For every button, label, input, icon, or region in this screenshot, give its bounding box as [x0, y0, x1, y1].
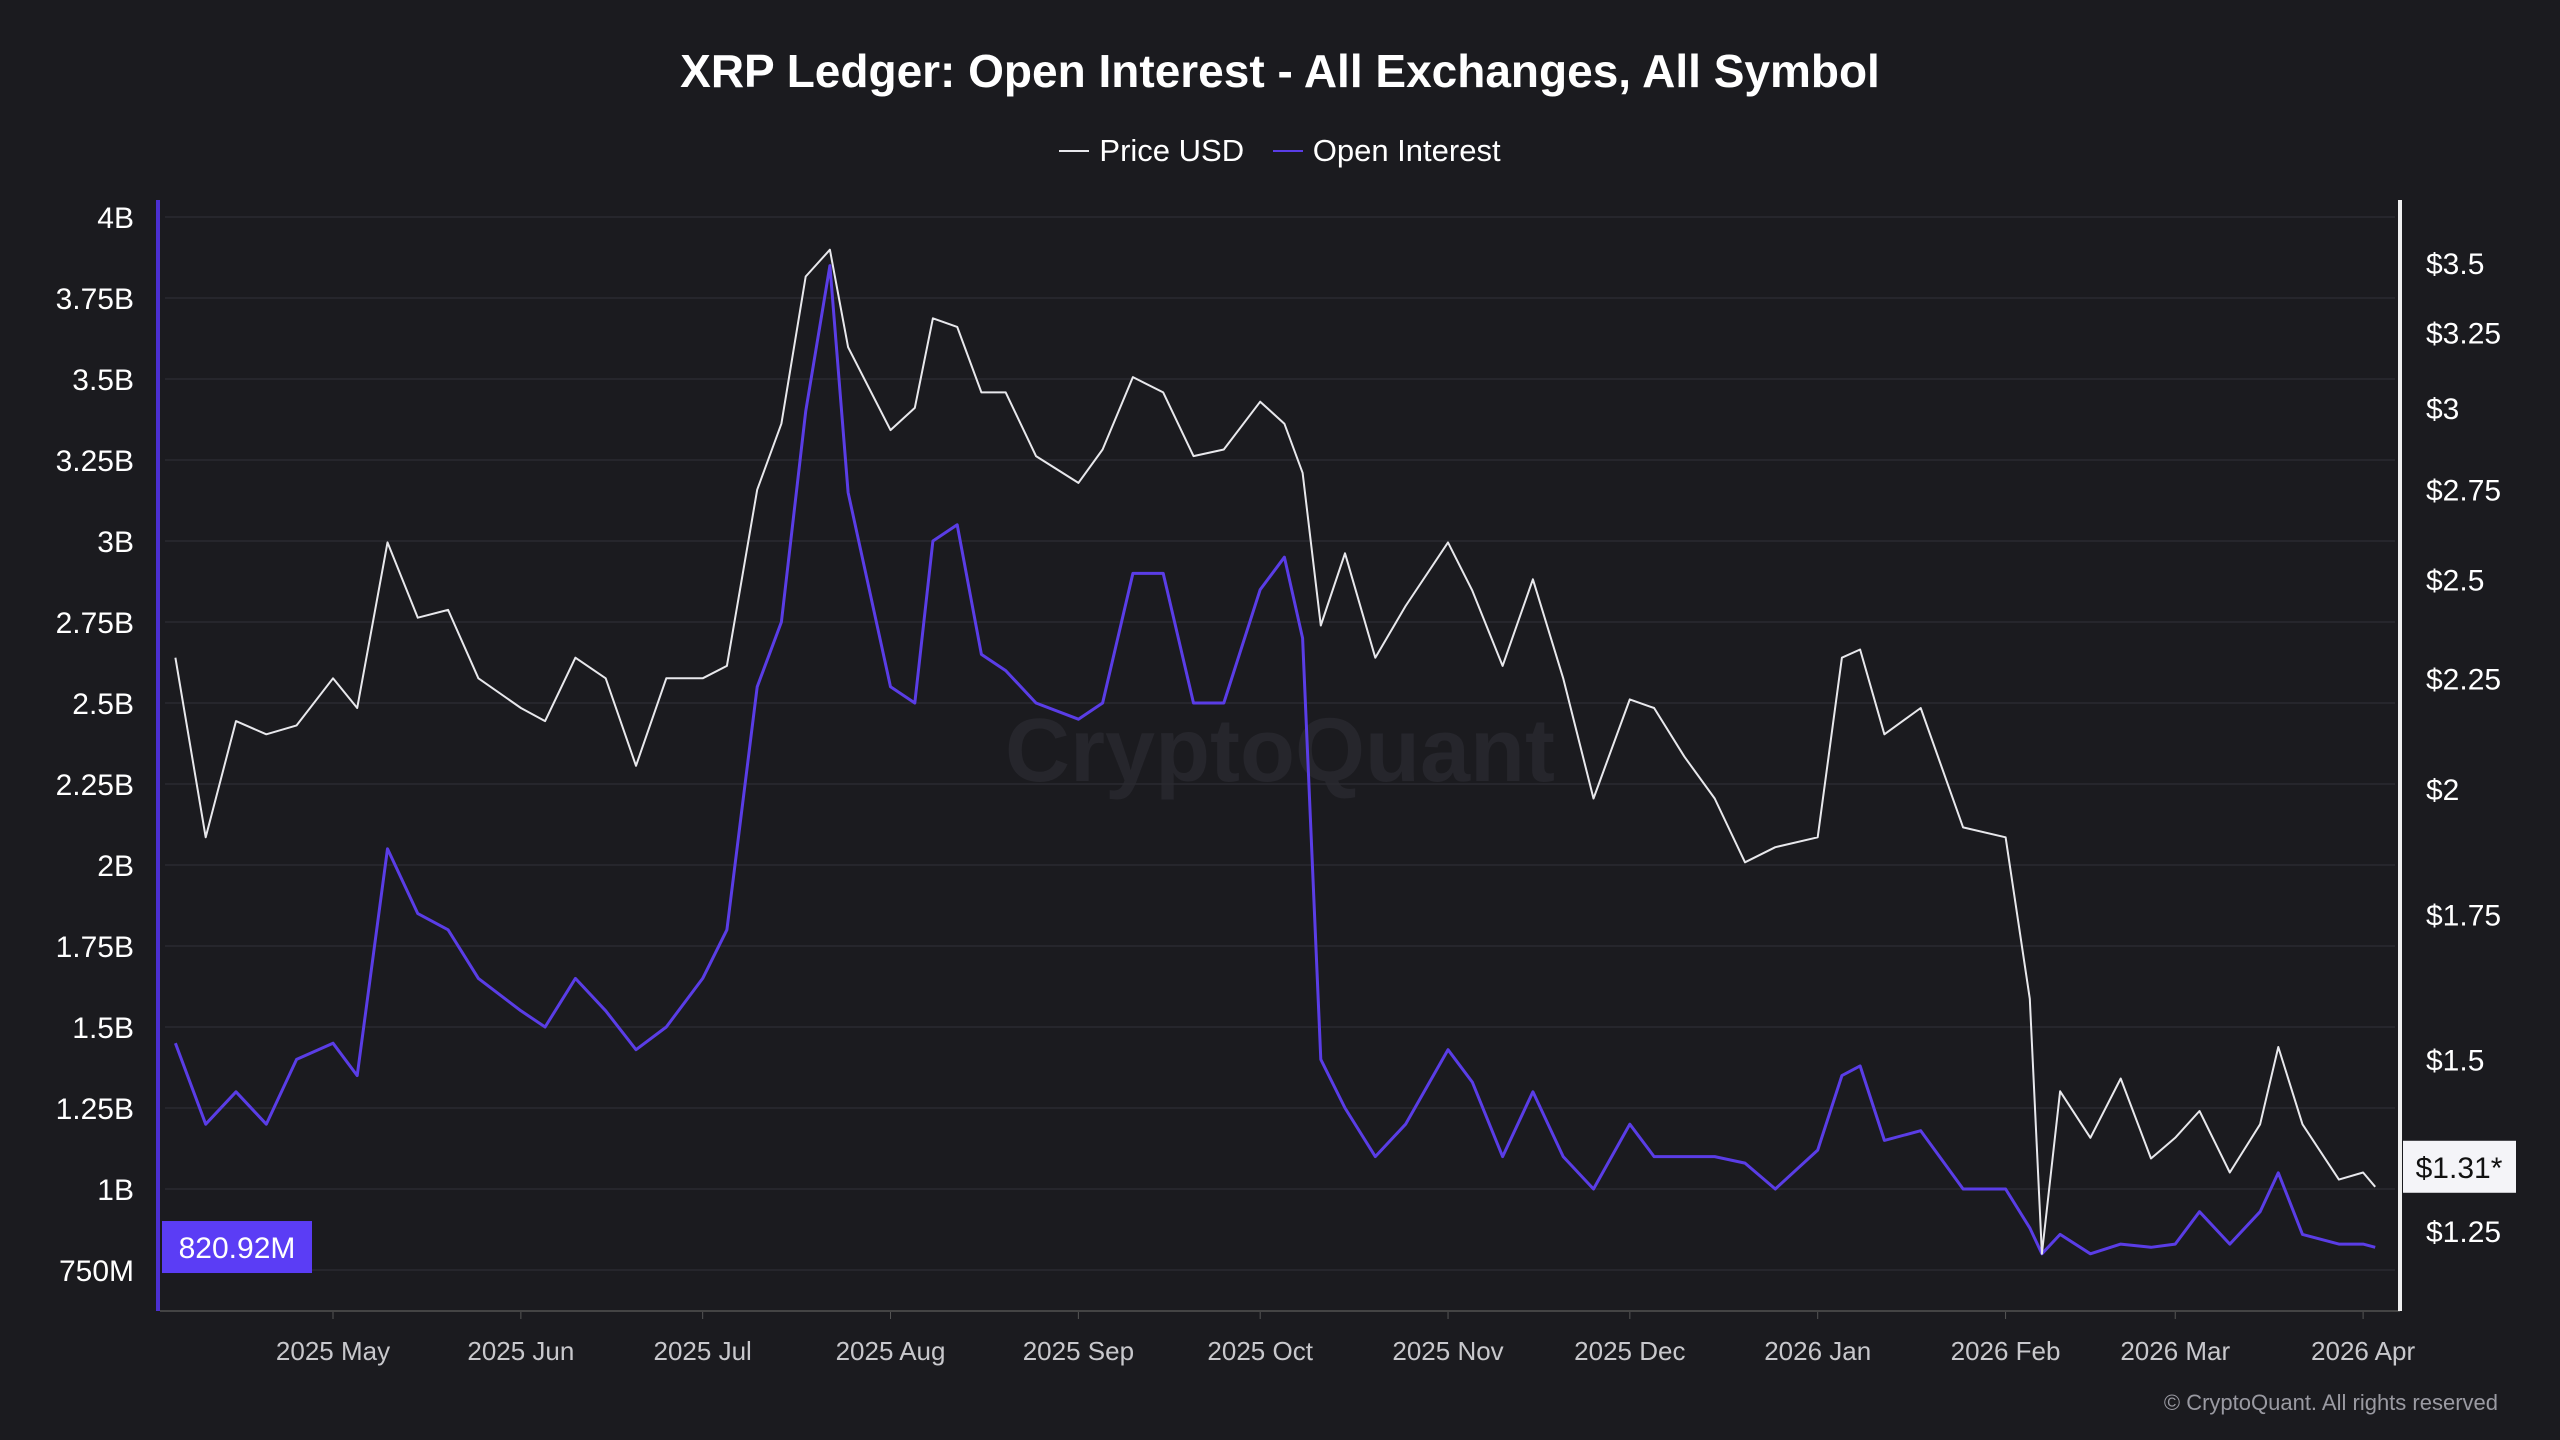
x-tick-label: 2026 Mar	[2120, 1336, 2230, 1366]
x-tick-label: 2026 Feb	[1951, 1336, 2061, 1366]
x-tick-label: 2025 Aug	[836, 1336, 946, 1366]
left-tick-label: 1.5B	[72, 1012, 134, 1045]
left-tick-label: 750M	[59, 1255, 134, 1288]
x-tick-label: 2026 Apr	[2311, 1336, 2415, 1366]
x-tick-label: 2025 May	[276, 1336, 390, 1366]
left-tick-label: 3.5B	[72, 364, 134, 397]
right-tick-label: $3	[2426, 393, 2459, 426]
price-current-label-bg	[2403, 1140, 2516, 1193]
legend-swatch-price	[1059, 150, 1090, 152]
right-tick-label: $2.5	[2426, 564, 2484, 597]
left-tick-label: 4B	[97, 202, 134, 235]
right-tick-label: $1.25	[2426, 1216, 2501, 1249]
left-tick-label: 2.5B	[72, 688, 134, 721]
right-tick-label: $2.25	[2426, 663, 2501, 696]
x-tick-label: 2025 Sep	[1023, 1336, 1134, 1366]
left-tick-label: 2.75B	[56, 607, 134, 640]
x-tick-label: 2025 Dec	[1574, 1336, 1685, 1366]
legend: Price USD Open Interest	[0, 124, 2560, 169]
x-tick-label: 2025 Jun	[467, 1336, 574, 1366]
legend-item-price[interactable]: Price USD	[1059, 133, 1244, 169]
open-interest-current-label-bg	[162, 1221, 312, 1274]
x-tick-label: 2025 Oct	[1207, 1336, 1313, 1366]
price-line	[174, 248, 2376, 1255]
x-tick-label: 2025 Nov	[1392, 1336, 1503, 1366]
left-tick-label: 1B	[97, 1174, 134, 1207]
right-tick-label: $1.5	[2426, 1044, 2484, 1077]
copyright: © CryptoQuant. All rights reserved	[2163, 1390, 2498, 1415]
right-tick-label: $1.75	[2426, 900, 2501, 933]
left-tick-label: 3.25B	[56, 445, 134, 478]
left-tick-label: 3.75B	[56, 283, 134, 316]
price-current-label: $1.31*	[2416, 1152, 2503, 1185]
left-tick-label: 2.25B	[56, 769, 134, 802]
legend-item-open-interest[interactable]: Open Interest	[1272, 133, 1501, 169]
x-tick-label: 2026 Jan	[1764, 1336, 1871, 1366]
x-tick-label: 2025 Jul	[654, 1336, 752, 1366]
legend-label-open-interest: Open Interest	[1312, 133, 1501, 168]
legend-swatch-open-interest	[1272, 150, 1303, 152]
right-tick-label: $3.25	[2426, 318, 2501, 351]
left-tick-label: 1.25B	[56, 1093, 134, 1126]
open-interest-line	[173, 264, 2376, 1256]
right-tick-label: $3.5	[2426, 248, 2484, 281]
chart-title: XRP Ledger: Open Interest - All Exchange…	[680, 45, 1880, 97]
left-tick-label: 1.75B	[56, 931, 134, 964]
left-tick-label: 2B	[97, 850, 134, 883]
open-interest-current-label: 820.92M	[179, 1232, 296, 1265]
legend-label-price: Price USD	[1099, 133, 1245, 168]
right-tick-label: $2	[2426, 774, 2459, 807]
left-tick-label: 3B	[97, 526, 134, 559]
right-tick-label: $2.75	[2426, 475, 2501, 508]
